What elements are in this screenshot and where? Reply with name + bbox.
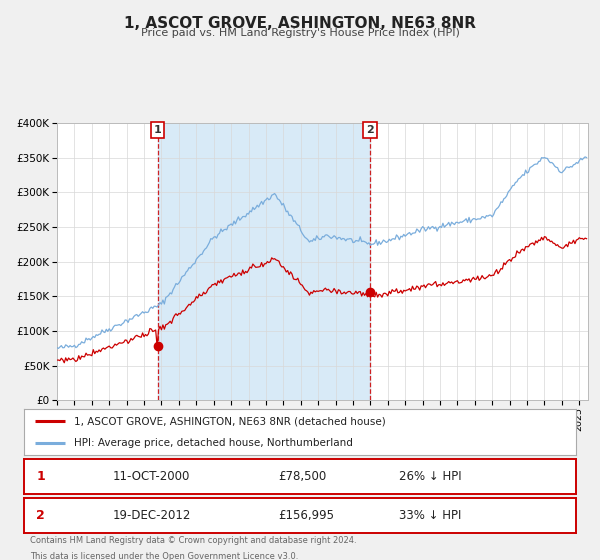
Text: 1: 1 <box>154 125 161 135</box>
Text: Contains HM Land Registry data © Crown copyright and database right 2024.: Contains HM Land Registry data © Crown c… <box>30 536 356 545</box>
Text: 2: 2 <box>366 125 374 135</box>
Text: £156,995: £156,995 <box>278 509 334 522</box>
Text: 2: 2 <box>36 509 45 522</box>
Text: 1, ASCOT GROVE, ASHINGTON, NE63 8NR (detached house): 1, ASCOT GROVE, ASHINGTON, NE63 8NR (det… <box>74 416 385 426</box>
Text: 1, ASCOT GROVE, ASHINGTON, NE63 8NR: 1, ASCOT GROVE, ASHINGTON, NE63 8NR <box>124 16 476 31</box>
Text: 33% ↓ HPI: 33% ↓ HPI <box>400 509 462 522</box>
Bar <box>158 123 370 400</box>
Text: 26% ↓ HPI: 26% ↓ HPI <box>400 470 462 483</box>
Text: 1: 1 <box>36 470 45 483</box>
Text: 11-OCT-2000: 11-OCT-2000 <box>112 470 190 483</box>
Text: 19-DEC-2012: 19-DEC-2012 <box>112 509 191 522</box>
Text: This data is licensed under the Open Government Licence v3.0.: This data is licensed under the Open Gov… <box>30 552 298 560</box>
Text: HPI: Average price, detached house, Northumberland: HPI: Average price, detached house, Nort… <box>74 438 353 448</box>
Text: Price paid vs. HM Land Registry's House Price Index (HPI): Price paid vs. HM Land Registry's House … <box>140 28 460 38</box>
Text: £78,500: £78,500 <box>278 470 326 483</box>
